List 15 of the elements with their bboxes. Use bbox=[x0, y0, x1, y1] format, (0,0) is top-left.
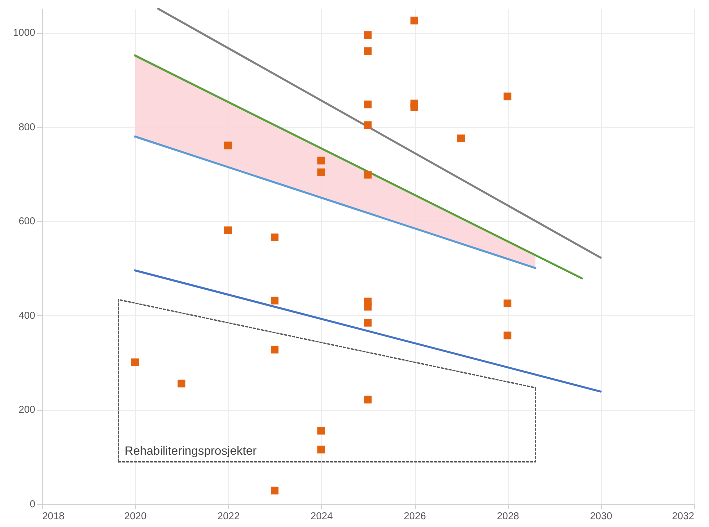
y-tick-label: 800 bbox=[18, 122, 36, 134]
x-tick-label: 2020 bbox=[124, 512, 148, 522]
y-tick-label: 200 bbox=[18, 405, 36, 416]
series-label: Rehabiliteringsprosjekter bbox=[124, 444, 257, 458]
x-tick-label: 2022 bbox=[218, 512, 240, 522]
x-tick-label: 2024 bbox=[310, 512, 334, 522]
y-tick-label: 600 bbox=[18, 216, 36, 228]
x-tick-label: 2028 bbox=[497, 512, 520, 522]
y-tick-label: 0 bbox=[30, 500, 36, 510]
y-tick-label: 400 bbox=[18, 310, 36, 322]
x-tick-label: 2018 bbox=[42, 512, 66, 522]
x-tick-label: 2030 bbox=[590, 512, 613, 522]
x-tick-label: 2026 bbox=[404, 512, 427, 522]
x-tick-label: 2032 bbox=[672, 512, 695, 522]
y-tick-label: 1000 bbox=[13, 28, 36, 40]
